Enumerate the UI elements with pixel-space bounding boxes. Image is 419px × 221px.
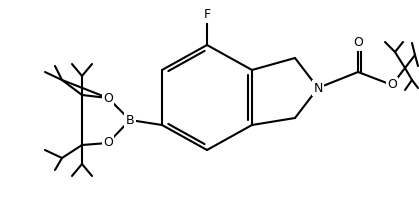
- Text: O: O: [103, 91, 113, 105]
- Text: O: O: [353, 36, 363, 50]
- Text: O: O: [387, 78, 397, 91]
- Text: B: B: [126, 114, 134, 126]
- Text: F: F: [204, 8, 211, 21]
- Text: O: O: [103, 137, 113, 149]
- Text: N: N: [313, 82, 323, 95]
